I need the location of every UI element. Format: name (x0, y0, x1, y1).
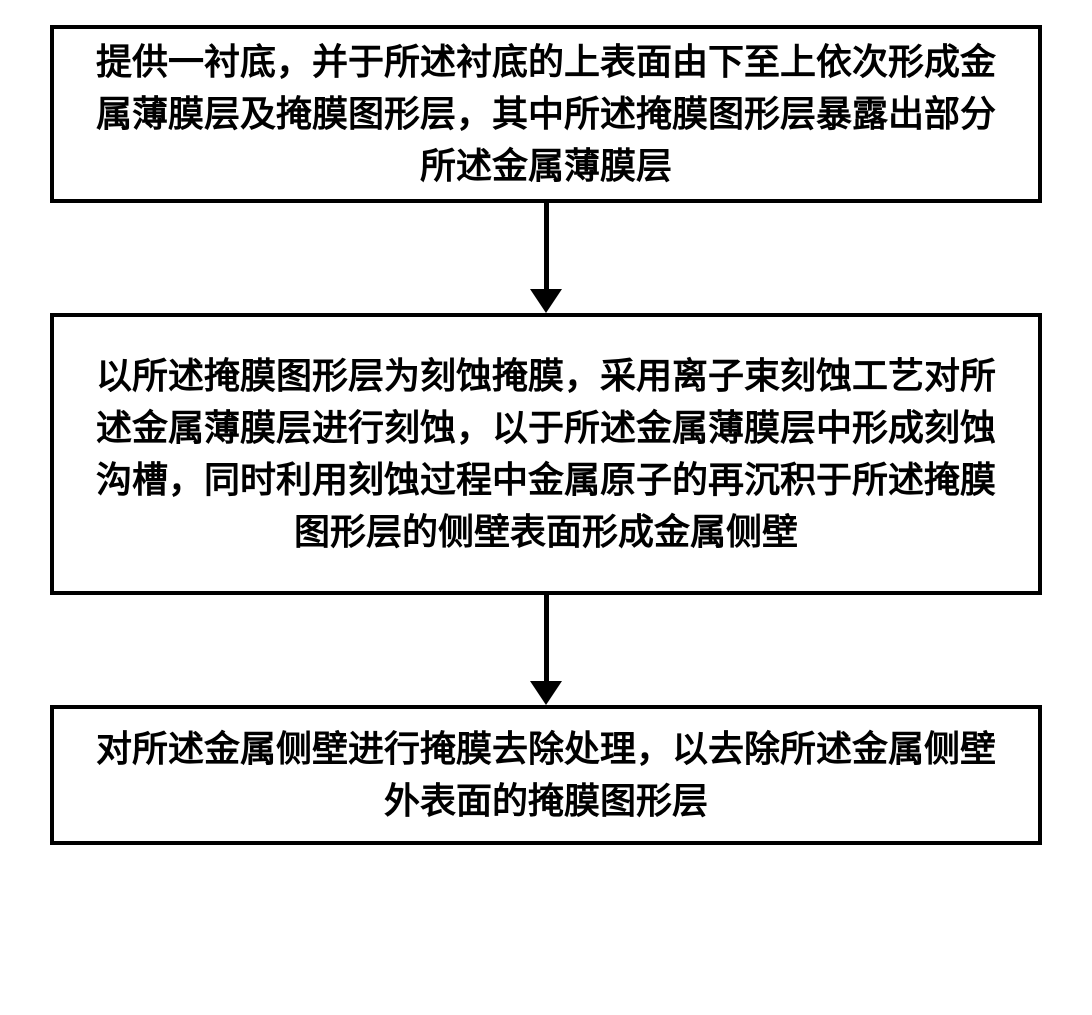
flowchart-box-text: 以所述掩膜图形层为刻蚀掩膜，采用离子束刻蚀工艺对所述金属薄膜层进行刻蚀，以于所述… (84, 350, 1008, 559)
flowchart-arrow-1 (50, 203, 1042, 313)
flowchart-box-step1: 提供一衬底，并于所述衬底的上表面由下至上依次形成金属薄膜层及掩膜图形层，其中所述… (50, 25, 1042, 203)
arrow-line (544, 203, 549, 289)
flowchart-box-step3: 对所述金属侧壁进行掩膜去除处理，以去除所述金属侧壁外表面的掩膜图形层 (50, 705, 1042, 845)
arrow-head-icon (530, 289, 562, 313)
flowchart-box-step2: 以所述掩膜图形层为刻蚀掩膜，采用离子束刻蚀工艺对所述金属薄膜层进行刻蚀，以于所述… (50, 313, 1042, 595)
flowchart-box-text: 提供一衬底，并于所述衬底的上表面由下至上依次形成金属薄膜层及掩膜图形层，其中所述… (84, 36, 1008, 193)
flowchart-container: 提供一衬底，并于所述衬底的上表面由下至上依次形成金属薄膜层及掩膜图形层，其中所述… (50, 25, 1042, 845)
flowchart-box-text: 对所述金属侧壁进行掩膜去除处理，以去除所述金属侧壁外表面的掩膜图形层 (84, 723, 1008, 827)
arrow-head-icon (530, 681, 562, 705)
arrow-line (544, 595, 549, 681)
flowchart-arrow-2 (50, 595, 1042, 705)
